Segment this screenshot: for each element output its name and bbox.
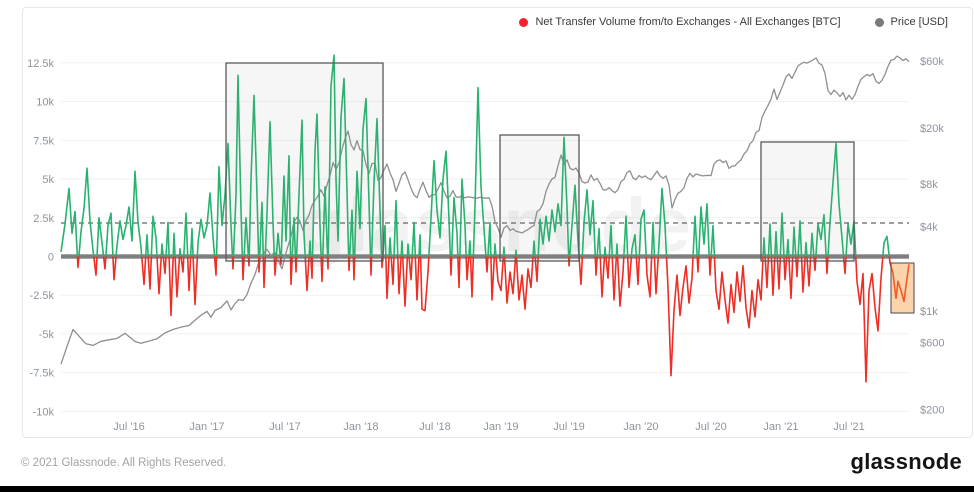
annotation-box [760,141,855,262]
svg-text:Jul '20: Jul '20 [695,421,726,433]
svg-text:Jan '21: Jan '21 [763,421,798,433]
legend-label-net-transfer-volume: Net Transfer Volume from/to Exchanges - … [535,16,841,28]
svg-text:Jan '19: Jan '19 [483,421,518,433]
svg-text:12.5k: 12.5k [27,58,54,70]
svg-text:Jan '18: Jan '18 [343,421,378,433]
svg-text:-2.5k: -2.5k [30,290,55,302]
svg-text:$4k: $4k [920,221,938,233]
svg-text:$200: $200 [920,404,944,416]
svg-text:Jul '16: Jul '16 [113,421,144,433]
glassnode-logo: glassnode [850,449,962,474]
svg-text:$20k: $20k [920,123,944,135]
svg-text:$60k: $60k [920,56,944,68]
svg-text:Jul '18: Jul '18 [419,421,450,433]
red-dot-icon [519,17,529,27]
annotation-box [225,62,384,262]
svg-text:$1k: $1k [920,306,938,318]
price-line [60,55,910,365]
chart-svg: 12.5k 10k 7.5k 5k 2.5k 0 -2.5k -5k -7.5k -10k $60k… [27,54,944,433]
net-volume-line-positive [60,54,891,257]
highlight-box [890,262,915,314]
legend-item-net-transfer-volume[interactable]: Net Transfer Volume from/to Exchanges - … [519,16,841,28]
svg-text:$600: $600 [920,337,944,349]
annotation-boxes [225,62,855,262]
gray-dot-icon [874,17,884,27]
svg-text:-7.5k: -7.5k [30,368,55,380]
x-axis-labels: Jul '16 Jan '17 Jul '17 Jan '18 Jul '18 Jan '… [113,421,864,433]
right-axis-labels: $60k $20k $8k $4k $1k $600 $200 [920,56,944,416]
svg-text:-10k: -10k [33,406,55,418]
svg-text:Jan '17: Jan '17 [189,421,224,433]
svg-text:7.5k: 7.5k [33,135,54,147]
zero-line [61,254,909,259]
svg-text:$8k: $8k [920,179,938,191]
svg-text:5k: 5k [42,174,54,186]
svg-text:-5k: -5k [39,329,55,341]
left-axis-labels: 12.5k 10k 7.5k 5k 2.5k 0 -2.5k -5k -7.5k -10k [27,58,54,418]
legend-label-price: Price [USD] [890,16,948,28]
legend-item-price[interactable]: Price [USD] [874,16,948,28]
svg-text:0: 0 [48,252,54,264]
svg-text:10k: 10k [36,97,54,109]
svg-text:Jul '17: Jul '17 [269,421,300,433]
legend: Net Transfer Volume from/to Exchanges - … [519,16,948,28]
svg-text:Jul '21: Jul '21 [833,421,864,433]
annotation-box [499,134,580,262]
bottom-bar [0,486,974,492]
chart-card: 12.5k 10k 7.5k 5k 2.5k 0 -2.5k -5k -7.5k -10k $60k… [22,7,973,438]
svg-text:Jul '19: Jul '19 [553,421,584,433]
svg-text:Jan '20: Jan '20 [623,421,658,433]
copyright-text: © 2021 Glassnode. All Rights Reserved. [21,457,227,469]
svg-text:2.5k: 2.5k [33,213,54,225]
